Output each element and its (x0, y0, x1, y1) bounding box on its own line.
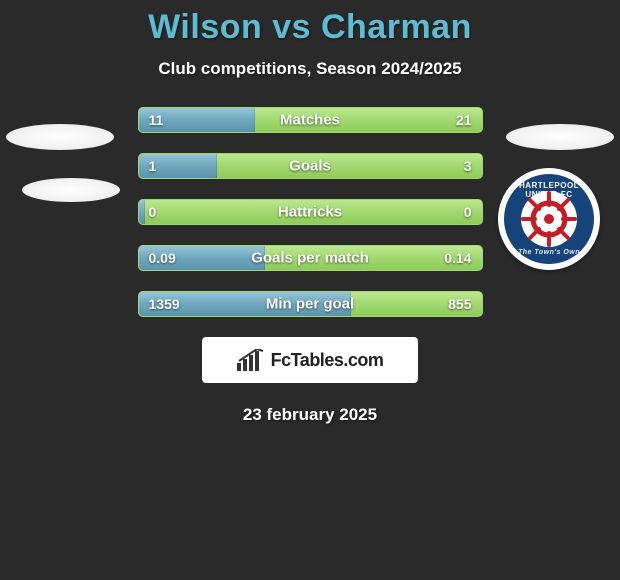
club-left-placeholder (22, 178, 120, 202)
stat-label: Goals per match (251, 250, 369, 267)
player-left-placeholder (6, 124, 114, 150)
stat-value-right: 21 (456, 112, 472, 128)
stat-value-right: 0.14 (444, 250, 471, 266)
stat-value-right: 3 (464, 158, 472, 174)
stat-label: Min per goal (266, 296, 354, 313)
badge-motto: The Town's Own (504, 249, 594, 256)
ship-wheel-icon (521, 191, 577, 247)
stat-label: Hattricks (278, 204, 342, 221)
stat-bar: 0.09 Goals per match 0.14 (138, 245, 483, 271)
stat-bar: 1 Goals 3 (138, 153, 483, 179)
stat-value-left: 11 (149, 112, 164, 128)
stat-value-left: 0.09 (149, 250, 176, 266)
site-logo-text: FcTables.com (271, 350, 384, 371)
badge-ring: HARTLEPOOL UNITED FC (504, 174, 594, 264)
club-right-badge: HARTLEPOOL UNITED FC (498, 168, 600, 270)
site-logo[interactable]: FcTables.com (202, 337, 418, 383)
stat-label: Goals (289, 158, 331, 175)
comparison-card: Wilson vs Charman Club competitions, Sea… (0, 0, 620, 425)
stat-label: Matches (280, 112, 340, 129)
stat-bar: 11 Matches 21 (138, 107, 483, 133)
stat-bar: 0 Hattricks 0 (138, 199, 483, 225)
stat-value-left: 1 (149, 158, 157, 174)
stat-value-left: 0 (149, 204, 157, 220)
comparison-date: 23 february 2025 (0, 405, 620, 425)
stat-value-right: 855 (448, 296, 471, 312)
page-subtitle: Club competitions, Season 2024/2025 (0, 59, 620, 79)
stat-bar-left-fill (139, 200, 146, 224)
player-right-placeholder (506, 124, 614, 150)
stat-bar: 1359 Min per goal 855 (138, 291, 483, 317)
chart-icon (237, 349, 265, 371)
stat-bars: 11 Matches 21 1 Goals 3 0 Hattricks 0 0.09 Goals p… (138, 107, 483, 317)
stat-value-right: 0 (464, 204, 472, 220)
page-title: Wilson vs Charman (0, 8, 620, 47)
stat-value-left: 1359 (149, 296, 180, 312)
badge-inner (521, 191, 577, 247)
